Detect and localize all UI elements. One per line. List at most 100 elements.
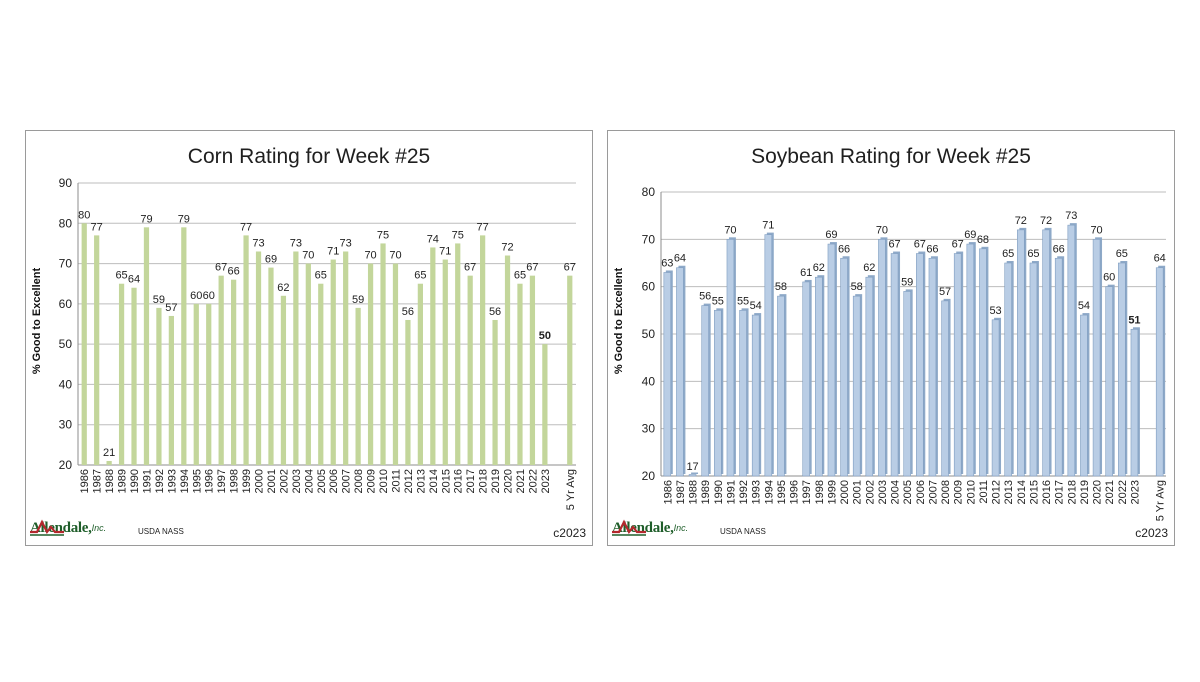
bar bbox=[815, 276, 823, 477]
bar bbox=[168, 315, 174, 465]
bar bbox=[979, 248, 987, 477]
x-tick-label: 2021 bbox=[1104, 480, 1116, 504]
x-tick-label: 1990 bbox=[129, 469, 141, 493]
data-label: 73 bbox=[290, 237, 302, 249]
soybean-chart-panel: Soybean Rating for Week #25 % Good to Ex… bbox=[607, 130, 1175, 546]
data-label: 69 bbox=[964, 229, 976, 241]
source-label: USDA NASS bbox=[138, 527, 184, 536]
x-tick-label: 2006 bbox=[915, 480, 927, 504]
x-tick-label: 2012 bbox=[403, 469, 415, 493]
x-tick-label: 2015 bbox=[1028, 480, 1040, 504]
data-label: 77 bbox=[240, 221, 252, 233]
chart-title: Corn Rating for Week #25 bbox=[187, 145, 431, 168]
x-tick-label: 1988 bbox=[688, 480, 700, 504]
copyright-label: c2023 bbox=[553, 526, 586, 540]
data-label: 55 bbox=[712, 295, 724, 307]
bar bbox=[430, 247, 436, 465]
data-label: 62 bbox=[813, 262, 825, 274]
x-tick-label: 2021 bbox=[515, 469, 527, 493]
x-tick-label: 2000 bbox=[254, 469, 266, 493]
data-label: 70 bbox=[724, 224, 736, 236]
x-tick-label: 2022 bbox=[527, 469, 539, 493]
data-label: 70 bbox=[302, 250, 314, 262]
x-tick-label: 2020 bbox=[503, 469, 515, 493]
data-label: 67 bbox=[464, 262, 476, 274]
x-tick-label: 1992 bbox=[154, 469, 166, 493]
bar bbox=[467, 275, 473, 465]
data-label: 66 bbox=[1053, 243, 1065, 255]
x-tick-label: 2013 bbox=[415, 469, 427, 493]
bar bbox=[305, 263, 311, 465]
bar bbox=[726, 239, 735, 477]
bar bbox=[392, 263, 399, 465]
logo-text: Allendale, bbox=[30, 519, 92, 536]
y-tick-label: 90 bbox=[59, 176, 73, 190]
x-tick-label: 5 Yr Avg bbox=[1155, 480, 1167, 521]
bar bbox=[1042, 229, 1050, 477]
x-tick-label: 2019 bbox=[490, 469, 502, 493]
data-label: 71 bbox=[439, 246, 451, 258]
bar bbox=[94, 235, 100, 465]
data-label: 64 bbox=[674, 253, 686, 265]
bar bbox=[1155, 267, 1164, 477]
x-tick-label: 2001 bbox=[852, 480, 864, 504]
bar bbox=[1080, 314, 1088, 477]
data-label: 54 bbox=[750, 300, 762, 312]
data-label: 71 bbox=[327, 246, 339, 258]
logo-suffix: Inc. bbox=[91, 523, 107, 533]
data-label: 77 bbox=[477, 221, 489, 233]
bar bbox=[714, 310, 722, 477]
x-tick-label: 1986 bbox=[79, 469, 91, 493]
x-tick-label: 1995 bbox=[776, 480, 788, 504]
y-tick-label: 50 bbox=[642, 327, 656, 341]
data-label: 67 bbox=[564, 262, 576, 274]
bar bbox=[827, 243, 836, 477]
bar bbox=[1004, 262, 1012, 477]
source-label: USDA NASS bbox=[720, 527, 766, 536]
x-tick-label: 2010 bbox=[378, 469, 390, 493]
data-label: 80 bbox=[78, 209, 90, 221]
data-label: 65 bbox=[1002, 248, 1014, 260]
bar bbox=[355, 307, 361, 465]
y-tick-label: 80 bbox=[642, 185, 656, 199]
data-label: 61 bbox=[800, 267, 812, 279]
x-tick-label: 2017 bbox=[1054, 480, 1066, 504]
bar bbox=[1130, 328, 1139, 477]
bar bbox=[367, 263, 374, 465]
x-tick-label: 2000 bbox=[839, 480, 851, 504]
data-label: 72 bbox=[1040, 215, 1052, 227]
data-label: 58 bbox=[851, 281, 863, 293]
x-tick-label: 2020 bbox=[1092, 480, 1104, 504]
bar bbox=[380, 243, 386, 465]
data-label: 68 bbox=[977, 234, 989, 246]
bar bbox=[777, 295, 785, 477]
y-tick-label: 80 bbox=[59, 216, 73, 230]
x-tick-label: 1995 bbox=[191, 469, 203, 493]
bar bbox=[480, 235, 486, 465]
plot-area bbox=[78, 183, 576, 465]
bar bbox=[688, 474, 697, 477]
x-tick-label: 2023 bbox=[1129, 480, 1141, 504]
data-label: 58 bbox=[775, 281, 787, 293]
bar bbox=[865, 276, 874, 477]
bar bbox=[118, 283, 125, 465]
data-label: 62 bbox=[277, 282, 289, 294]
data-label: 65 bbox=[115, 270, 127, 282]
bar bbox=[852, 295, 861, 477]
x-tick-label: 1992 bbox=[738, 480, 750, 504]
x-tick-label: 1989 bbox=[700, 480, 712, 504]
bar bbox=[764, 234, 773, 477]
data-label: 56 bbox=[489, 306, 501, 318]
data-label: 65 bbox=[1027, 248, 1039, 260]
x-tick-label: 1997 bbox=[801, 480, 813, 504]
x-tick-label: 2017 bbox=[465, 469, 477, 493]
data-label: 60 bbox=[1103, 272, 1115, 284]
x-tick-label: 2006 bbox=[328, 469, 340, 493]
bar bbox=[343, 251, 349, 465]
data-label: 65 bbox=[1116, 248, 1128, 260]
bar bbox=[417, 283, 423, 465]
x-tick-label: 2002 bbox=[864, 480, 876, 504]
x-tick-label: 2003 bbox=[291, 469, 303, 493]
bar bbox=[293, 251, 299, 465]
bar bbox=[255, 251, 262, 465]
